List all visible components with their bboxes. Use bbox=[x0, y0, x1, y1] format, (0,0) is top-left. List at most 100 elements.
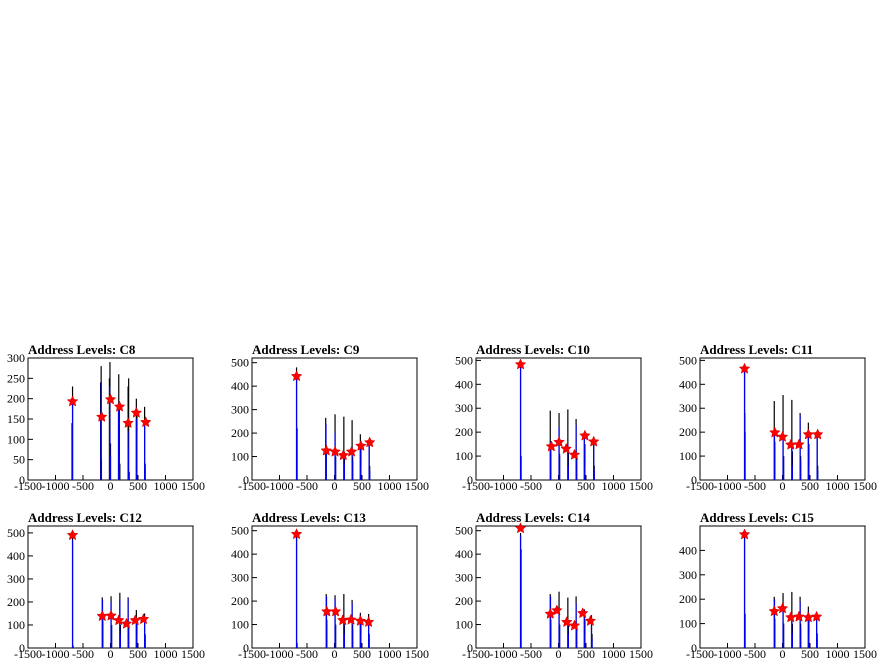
x-tick-label: -1000 bbox=[266, 479, 294, 493]
y-tick-label: 100 bbox=[679, 617, 697, 631]
x-tick-label: 500 bbox=[577, 647, 595, 661]
chart-title: Address Levels: C14 bbox=[476, 510, 590, 525]
peak-marker bbox=[514, 522, 527, 534]
x-tick-label: 1500 bbox=[405, 647, 429, 661]
y-tick-label: 0 bbox=[19, 641, 25, 655]
y-tick-label: 400 bbox=[679, 543, 697, 557]
peak-marker bbox=[329, 445, 341, 457]
y-tick-label: 400 bbox=[455, 377, 473, 391]
x-tick-label: 1500 bbox=[181, 647, 205, 661]
peak-marker bbox=[66, 395, 79, 407]
x-tick-label: -1500 bbox=[462, 647, 490, 661]
y-tick-label: 0 bbox=[19, 473, 25, 487]
peak-marker bbox=[793, 438, 805, 450]
x-tick-label: 1500 bbox=[629, 479, 653, 493]
y-tick-label: 300 bbox=[455, 571, 473, 585]
x-tick-label: 1000 bbox=[154, 479, 178, 493]
peak-marker bbox=[290, 528, 303, 540]
x-tick-label: 500 bbox=[577, 479, 595, 493]
x-tick-label: 500 bbox=[801, 479, 819, 493]
x-tick-label: -500 bbox=[520, 647, 542, 661]
peak-marker bbox=[105, 609, 117, 621]
peak-marker bbox=[130, 406, 143, 418]
y-tick-label: 400 bbox=[231, 547, 249, 561]
chart-panel: Address Levels: C8 0 50 100 150 200 250 300 -150… bbox=[7, 342, 205, 493]
chart-title: Address Levels: C9 bbox=[252, 342, 360, 357]
chart-title: Address Levels: C15 bbox=[700, 510, 814, 525]
x-tick-label: -500 bbox=[296, 647, 318, 661]
y-tick-label: 0 bbox=[467, 641, 473, 655]
x-tick-label: -1000 bbox=[42, 479, 70, 493]
chart-title: Address Levels: C12 bbox=[28, 510, 142, 525]
x-tick-label: 0 bbox=[108, 479, 114, 493]
x-tick-label: -500 bbox=[744, 647, 766, 661]
chart-panel: Address Levels: C13 0 100 200 300 400 500 -1500… bbox=[231, 510, 429, 661]
x-tick-label: 500 bbox=[353, 647, 371, 661]
y-tick-label: 400 bbox=[455, 547, 473, 561]
peak-marker bbox=[290, 370, 303, 382]
x-tick-label: 1000 bbox=[378, 647, 402, 661]
y-tick-label: 500 bbox=[455, 353, 473, 367]
peak-marker bbox=[776, 430, 789, 442]
x-tick-label: 0 bbox=[332, 647, 338, 661]
y-tick-label: 200 bbox=[7, 392, 25, 406]
x-tick-label: 0 bbox=[780, 647, 786, 661]
y-tick-label: 300 bbox=[231, 571, 249, 585]
chart-title: Address Levels: C11 bbox=[700, 342, 813, 357]
x-tick-label: -1500 bbox=[686, 479, 714, 493]
y-tick-label: 100 bbox=[455, 449, 473, 463]
x-tick-label: -1000 bbox=[714, 647, 742, 661]
x-tick-label: 1000 bbox=[154, 647, 178, 661]
x-tick-label: 500 bbox=[129, 647, 147, 661]
peak-marker bbox=[345, 613, 357, 625]
y-tick-label: 500 bbox=[231, 356, 249, 370]
y-tick-label: 100 bbox=[7, 432, 25, 446]
x-tick-label: 1000 bbox=[826, 647, 850, 661]
peak-marker bbox=[345, 445, 358, 457]
x-tick-label: 1000 bbox=[602, 479, 626, 493]
peak-marker bbox=[784, 611, 797, 623]
peak-marker bbox=[793, 610, 805, 622]
peak-marker bbox=[329, 605, 342, 617]
peak-marker bbox=[587, 435, 600, 447]
y-tick-label: 300 bbox=[679, 401, 697, 415]
y-tick-label: 400 bbox=[7, 549, 25, 563]
peak-marker bbox=[551, 604, 563, 616]
x-tick-label: -500 bbox=[520, 479, 542, 493]
y-tick-label: 50 bbox=[13, 453, 25, 467]
chart-panel: Address Levels: C14 0 100 200 300 400 500 -1500… bbox=[455, 510, 653, 661]
y-tick-label: 200 bbox=[679, 425, 697, 439]
x-tick-label: 1000 bbox=[602, 647, 626, 661]
chart-panel: Address Levels: C12 0 100 200 300 400 500 -1500… bbox=[7, 510, 205, 661]
y-tick-label: 500 bbox=[455, 524, 473, 538]
peak-marker bbox=[568, 619, 581, 631]
peak-marker bbox=[784, 438, 797, 450]
x-tick-label: -500 bbox=[296, 479, 318, 493]
peak-marker bbox=[810, 610, 823, 622]
peak-marker bbox=[354, 614, 367, 627]
y-tick-label: 200 bbox=[7, 595, 25, 609]
x-tick-label: 0 bbox=[556, 647, 562, 661]
y-tick-label: 0 bbox=[467, 473, 473, 487]
peak-marker bbox=[66, 529, 79, 541]
y-tick-label: 300 bbox=[679, 568, 697, 582]
x-tick-label: 500 bbox=[353, 479, 371, 493]
x-tick-label: 0 bbox=[108, 647, 114, 661]
y-tick-label: 100 bbox=[679, 449, 697, 463]
y-tick-label: 0 bbox=[691, 641, 697, 655]
x-tick-label: 0 bbox=[780, 479, 786, 493]
chart-title: Address Levels: C10 bbox=[476, 342, 590, 357]
peak-marker bbox=[579, 429, 591, 441]
y-tick-label: 100 bbox=[231, 450, 249, 464]
x-tick-label: 1500 bbox=[629, 647, 653, 661]
peak-marker bbox=[120, 617, 133, 629]
peak-marker bbox=[337, 449, 350, 461]
peak-marker bbox=[576, 607, 589, 619]
peak-marker bbox=[738, 528, 751, 540]
peak-marker bbox=[568, 448, 581, 460]
peak-marker bbox=[355, 439, 367, 451]
peak-marker bbox=[768, 605, 781, 617]
peak-marker bbox=[545, 440, 558, 452]
y-tick-label: 250 bbox=[7, 371, 25, 385]
